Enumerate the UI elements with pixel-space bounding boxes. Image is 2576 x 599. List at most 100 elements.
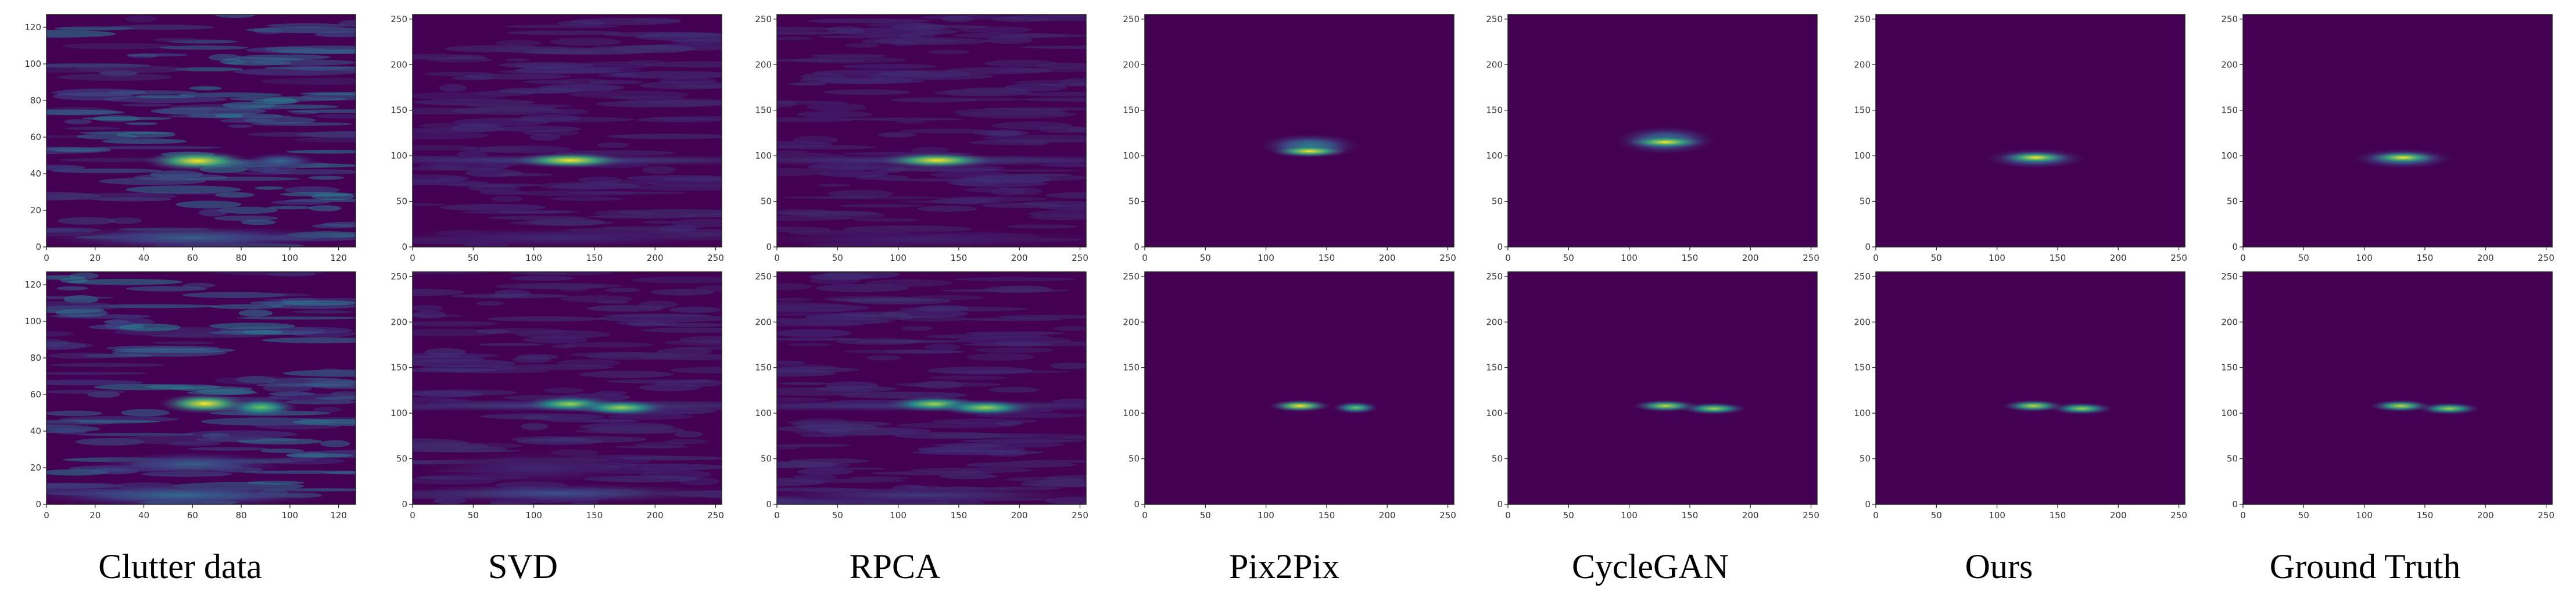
y-tick-label: 20: [30, 462, 41, 473]
noise-streak: [890, 97, 979, 103]
noise-streak: [777, 117, 854, 123]
noise-streak: [512, 190, 636, 196]
noise-streak: [413, 321, 499, 327]
noise-streak: [174, 67, 243, 71]
y-tick-label: 0: [2232, 499, 2238, 510]
noise-streak: [657, 347, 713, 356]
noise-streak: [777, 297, 812, 302]
y-tick-label: 0: [1497, 499, 1503, 510]
noise-streak: [777, 167, 829, 176]
y-tick-label: 100: [755, 150, 772, 161]
x-tick-label: 0: [2240, 510, 2246, 521]
y-tick-label: 50: [396, 454, 407, 464]
axes-frame: [46, 271, 356, 505]
y-tick-label: 0: [2232, 242, 2238, 252]
heatmap-content: [1269, 400, 1380, 414]
heatmap-content: [413, 272, 722, 504]
y-tick-label: 200: [390, 59, 407, 70]
caption-rpca: RPCA: [849, 547, 941, 586]
noise-streak: [259, 169, 356, 175]
noise-streak: [285, 453, 353, 458]
x-tick-label: 0: [1505, 510, 1511, 521]
noise-streak: [65, 127, 121, 130]
noise-streak: [452, 293, 569, 299]
y-tick-label: 250: [390, 14, 407, 24]
axes-frame: [46, 14, 356, 248]
noise-streak: [974, 169, 1081, 172]
noise-streak: [911, 146, 950, 154]
noise-streak: [260, 78, 356, 85]
y-tick-label: 0: [1865, 499, 1871, 510]
noise-streak: [546, 436, 647, 443]
noise-streak: [413, 304, 443, 312]
noise-streak: [217, 206, 278, 214]
noise-streak: [674, 431, 703, 437]
noise-streak: [496, 125, 582, 132]
y-tick-label: 100: [24, 316, 41, 327]
noise-streak: [125, 185, 241, 194]
x-tick-label: 50: [832, 253, 843, 263]
heatmap-blob: [572, 399, 670, 416]
x-tick-label: 200: [2110, 253, 2127, 263]
x-tick-label: 100: [282, 510, 299, 521]
x-tick-label: 250: [2538, 510, 2554, 521]
noise-streak: [681, 214, 722, 218]
noise-streak: [521, 423, 549, 431]
heatmap-blob: [777, 229, 1086, 247]
y-tick-label: 0: [1497, 242, 1503, 252]
x-tick-label: 150: [586, 253, 603, 263]
noise-streak: [524, 415, 553, 420]
y-tick-label: 50: [2227, 196, 2238, 207]
noise-streak: [152, 341, 214, 345]
x-tick-label: 50: [2298, 510, 2309, 521]
heatmap-blob: [2369, 400, 2432, 412]
axes-frame: [412, 14, 722, 248]
noise-streak: [941, 16, 973, 23]
noise-streak: [292, 418, 356, 426]
x-tick-label: 50: [1931, 510, 1942, 521]
noise-streak: [675, 346, 722, 350]
noise-streak: [966, 353, 1034, 361]
noise-streak: [586, 351, 682, 360]
y-tick-label: 50: [396, 196, 407, 207]
noise-streak: [650, 289, 714, 296]
noise-streak: [642, 166, 676, 174]
noise-streak: [811, 54, 887, 58]
noise-streak: [109, 217, 142, 224]
noise-streak: [912, 449, 1044, 455]
noise-streak: [1004, 15, 1086, 21]
noise-streak: [184, 177, 300, 181]
heatmap-blob: [1269, 400, 1331, 412]
noise-streak: [809, 273, 873, 281]
heatmap-cyclegan-row-2: 0 50 100 150 200 250 0 50 100 150 200 250: [1486, 271, 1819, 521]
heatmap-content: [1632, 400, 1747, 415]
x-tick-label: 200: [647, 253, 664, 263]
noise-streak: [1012, 173, 1073, 177]
heatmap-background: [2243, 15, 2552, 247]
noise-streak: [1038, 125, 1086, 133]
noise-streak: [873, 38, 958, 44]
heatmap-blob: [413, 228, 722, 247]
noise-streak: [120, 408, 170, 417]
noise-streak: [312, 224, 356, 229]
noise-streak: [797, 418, 849, 423]
noise-streak: [46, 371, 148, 375]
noise-streak: [941, 289, 1070, 292]
heatmap-content: [777, 15, 1086, 247]
noise-streak: [884, 350, 965, 354]
noise-streak: [413, 99, 535, 106]
noise-streak: [1059, 436, 1086, 440]
noise-streak: [909, 295, 984, 300]
noise-streak: [119, 323, 181, 332]
noise-streak: [413, 310, 446, 319]
x-tick-label: 50: [1200, 253, 1211, 263]
noise-streak: [656, 322, 722, 327]
heatmap-pix2pix-row-1: 0 50 100 150 200 250 0 50 100 150 200 250: [1123, 14, 1456, 263]
heatmap-blob: [1632, 400, 1699, 412]
noise-streak: [487, 216, 590, 220]
y-tick-label: 50: [1860, 196, 1871, 207]
noise-streak: [944, 67, 1053, 74]
noise-streak: [819, 171, 889, 177]
noise-streak: [413, 368, 497, 372]
caption-pix2pix: Pix2Pix: [1228, 547, 1340, 586]
